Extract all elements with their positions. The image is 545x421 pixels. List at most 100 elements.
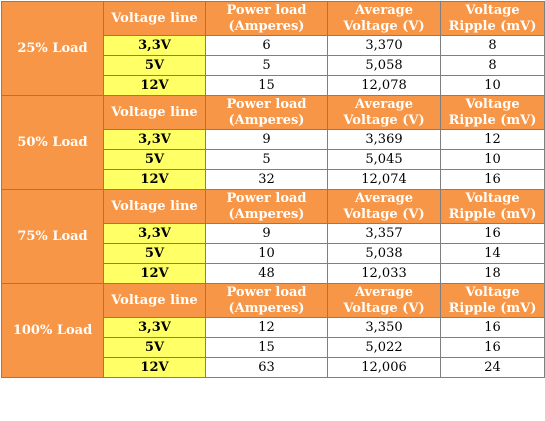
- average-voltage-header: Average Voltage (V): [327, 1, 441, 36]
- ripple-cell: 16: [440, 337, 545, 358]
- voltage-line-header: Voltage line: [103, 283, 206, 318]
- voltage-line-cell: 3,3V: [103, 35, 206, 56]
- ripple-cell: 16: [440, 169, 545, 190]
- header-line: Average: [354, 2, 414, 18]
- header-line: Average: [354, 190, 414, 206]
- table-body: 25% Load Voltage line Power load (Amperes…: [1, 1, 545, 378]
- header-line: Voltage (V): [343, 18, 425, 34]
- voltage-line-cell: 5V: [103, 55, 206, 76]
- voltage-line-cell: 3,3V: [103, 317, 206, 338]
- voltage-line-cell: 5V: [103, 149, 206, 170]
- ripple-cell: 16: [440, 223, 545, 244]
- header-line: Power load: [226, 2, 307, 18]
- table-row: 12V 32 12,074 16: [2, 169, 545, 190]
- amperes-cell: 15: [205, 75, 328, 96]
- average-voltage-cell: 5,058: [327, 55, 441, 76]
- amperes-cell: 15: [205, 337, 328, 358]
- amperes-cell: 12: [205, 317, 328, 338]
- table-row: 12V 63 12,006 24: [2, 357, 545, 378]
- voltage-line-cell: 5V: [103, 337, 206, 358]
- ripple-cell: 8: [440, 55, 545, 76]
- ripple-cell: 24: [440, 357, 545, 378]
- amperes-cell: 48: [205, 263, 328, 284]
- table-row: 3,3V 12 3,350 16: [2, 317, 545, 338]
- voltage-line-cell: 3,3V: [103, 223, 206, 244]
- load-label: 50% Load: [1, 95, 104, 190]
- ripple-cell: 18: [440, 263, 545, 284]
- header-line: Voltage (V): [343, 300, 425, 316]
- power-load-header: Power load (Amperes): [205, 189, 328, 224]
- voltage-ripple-header: Voltage Ripple (mV): [440, 95, 545, 130]
- header-line: Ripple (mV): [448, 112, 537, 128]
- average-voltage-cell: 12,078: [327, 75, 441, 96]
- voltage-line-cell: 12V: [103, 169, 206, 190]
- header-line: Voltage: [465, 2, 520, 18]
- power-load-header: Power load (Amperes): [205, 283, 328, 318]
- group-header-row: 100% Load Voltage line Power load (Ampere…: [1, 283, 545, 378]
- header-line: Voltage: [465, 284, 520, 300]
- amperes-cell: 9: [205, 129, 328, 150]
- header-line: (Amperes): [228, 18, 305, 34]
- table-row: 5V 5 5,045 10: [2, 149, 545, 170]
- amperes-cell: 9: [205, 223, 328, 244]
- header-line: (Amperes): [228, 206, 305, 222]
- voltage-line-header: Voltage line: [103, 189, 206, 224]
- header-line: (Amperes): [228, 300, 305, 316]
- ripple-cell: 8: [440, 35, 545, 56]
- psu-load-test-table: 25% Load Voltage line Power load (Amperes…: [1, 1, 545, 378]
- average-voltage-cell: 12,006: [327, 357, 441, 378]
- header-line: Power load: [226, 284, 307, 300]
- ripple-cell: 12: [440, 129, 545, 150]
- voltage-line-cell: 5V: [103, 243, 206, 264]
- load-label: 75% Load: [1, 189, 104, 284]
- ripple-cell: 10: [440, 149, 545, 170]
- table-row: 5V 10 5,038 14: [2, 243, 545, 264]
- header-line: Power load: [226, 190, 307, 206]
- average-voltage-header: Average Voltage (V): [327, 189, 441, 224]
- voltage-ripple-header: Voltage Ripple (mV): [440, 1, 545, 36]
- ripple-cell: 14: [440, 243, 545, 264]
- header-line: Average: [354, 284, 414, 300]
- header-line: Voltage: [465, 96, 520, 112]
- voltage-line-cell: 12V: [103, 357, 206, 378]
- voltage-ripple-header: Voltage Ripple (mV): [440, 283, 545, 318]
- average-voltage-cell: 5,022: [327, 337, 441, 358]
- average-voltage-cell: 3,350: [327, 317, 441, 338]
- voltage-line-header: Voltage line: [103, 95, 206, 130]
- load-label: 100% Load: [1, 283, 104, 378]
- power-load-header: Power load (Amperes): [205, 95, 328, 130]
- header-line: Voltage (V): [343, 206, 425, 222]
- average-voltage-cell: 12,033: [327, 263, 441, 284]
- header-line: Average: [354, 96, 414, 112]
- header-line: Ripple (mV): [448, 206, 537, 222]
- average-voltage-cell: 5,038: [327, 243, 441, 264]
- average-voltage-cell: 3,370: [327, 35, 441, 56]
- average-voltage-cell: 3,357: [327, 223, 441, 244]
- voltage-ripple-header: Voltage Ripple (mV): [440, 189, 545, 224]
- header-line: Ripple (mV): [448, 18, 537, 34]
- table-row: 3,3V 9 3,369 12: [2, 129, 545, 150]
- average-voltage-cell: 12,074: [327, 169, 441, 190]
- group-header-row: 50% Load Voltage line Power load (Amperes…: [1, 95, 545, 190]
- ripple-cell: 10: [440, 75, 545, 96]
- header-line: (Amperes): [228, 112, 305, 128]
- header-line: Voltage (V): [343, 112, 425, 128]
- voltage-line-cell: 12V: [103, 75, 206, 96]
- header-line: Power load: [226, 96, 307, 112]
- group-header-row: 25% Load Voltage line Power load (Amperes…: [1, 1, 545, 96]
- table-row: 5V 5 5,058 8: [2, 55, 545, 76]
- power-load-header: Power load (Amperes): [205, 1, 328, 36]
- table-row: 12V 15 12,078 10: [2, 75, 545, 96]
- amperes-cell: 32: [205, 169, 328, 190]
- amperes-cell: 5: [205, 55, 328, 76]
- average-voltage-header: Average Voltage (V): [327, 283, 441, 318]
- table-row: 3,3V 9 3,357 16: [2, 223, 545, 244]
- average-voltage-header: Average Voltage (V): [327, 95, 441, 130]
- average-voltage-cell: 5,045: [327, 149, 441, 170]
- amperes-cell: 63: [205, 357, 328, 378]
- header-line: Ripple (mV): [448, 300, 537, 316]
- ripple-cell: 16: [440, 317, 545, 338]
- average-voltage-cell: 3,369: [327, 129, 441, 150]
- amperes-cell: 10: [205, 243, 328, 264]
- load-label: 25% Load: [1, 1, 104, 96]
